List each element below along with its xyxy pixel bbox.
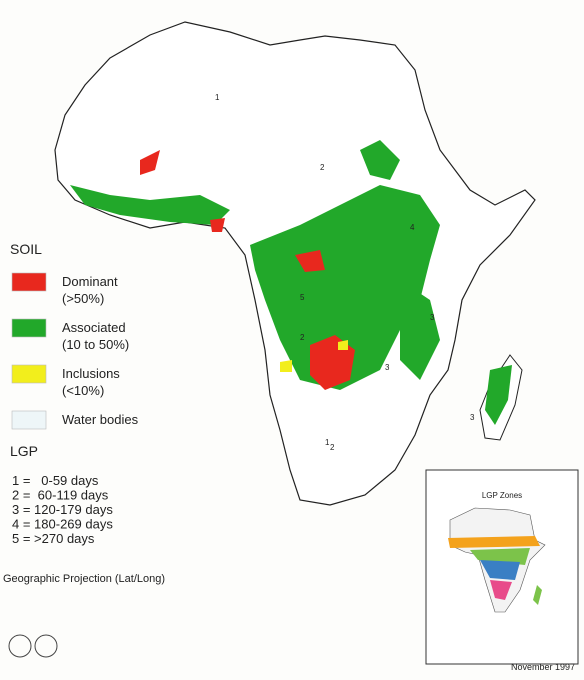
legend-label: Inclusions [62, 366, 120, 381]
inset-zone [480, 560, 520, 580]
legend-swatch [11, 410, 47, 430]
yellow-area [338, 340, 348, 350]
inset-zone [470, 548, 530, 565]
legend-swatch [11, 272, 47, 292]
green-area [360, 140, 400, 180]
legend-label: Water bodies [62, 412, 139, 427]
red-area [140, 150, 160, 175]
legend-swatch [11, 318, 47, 338]
zone-label: 2 [320, 163, 325, 172]
zone-label: 3 [470, 413, 475, 422]
red-area [295, 250, 325, 272]
date: November 1997 [511, 662, 575, 672]
legend-sublabel: (>50%) [62, 291, 104, 306]
lgp-item: 5 = >270 days [12, 531, 95, 546]
legend-label: Associated [62, 320, 126, 335]
projection-note: Geographic Projection (Lat/Long) [3, 573, 165, 585]
zone-label: 2 [330, 443, 335, 452]
legend-sublabel: (<10%) [62, 383, 104, 398]
red-area [210, 218, 225, 232]
associated-areas [70, 140, 512, 425]
inset-zone [490, 580, 512, 600]
lgp-item: 3 = 120-179 days [12, 502, 113, 517]
yellow-area [280, 360, 292, 372]
soil-title: SOIL [10, 241, 42, 257]
lgp-item: 2 = 60-119 days [12, 488, 109, 503]
zone-label: 3 [430, 313, 435, 322]
logo [8, 634, 32, 658]
zone-label: 3 [385, 363, 390, 372]
green-area [250, 185, 440, 390]
legend-swatch [11, 364, 47, 384]
zone-label: 4 [410, 223, 415, 232]
zone-label: 1 [325, 438, 330, 447]
lgp-item: 1 = 0-59 days [12, 473, 99, 488]
lgp-title: LGP [10, 443, 38, 459]
green-area [70, 185, 230, 225]
green-area [485, 365, 512, 425]
logo [34, 634, 58, 658]
zone-label: 5 [300, 293, 305, 302]
legend-label: Dominant [62, 274, 118, 289]
zone-label: 2 [300, 333, 305, 342]
inset-map [448, 507, 546, 613]
green-area [400, 280, 440, 380]
inset-madagascar [533, 585, 542, 605]
lgp-item: 4 = 180-269 days [12, 517, 113, 532]
legend-sublabel: (10 to 50%) [62, 337, 129, 352]
inset-zone [448, 536, 540, 548]
zone-label: 1 [215, 93, 220, 102]
inset-title: LGP Zones [482, 491, 522, 500]
